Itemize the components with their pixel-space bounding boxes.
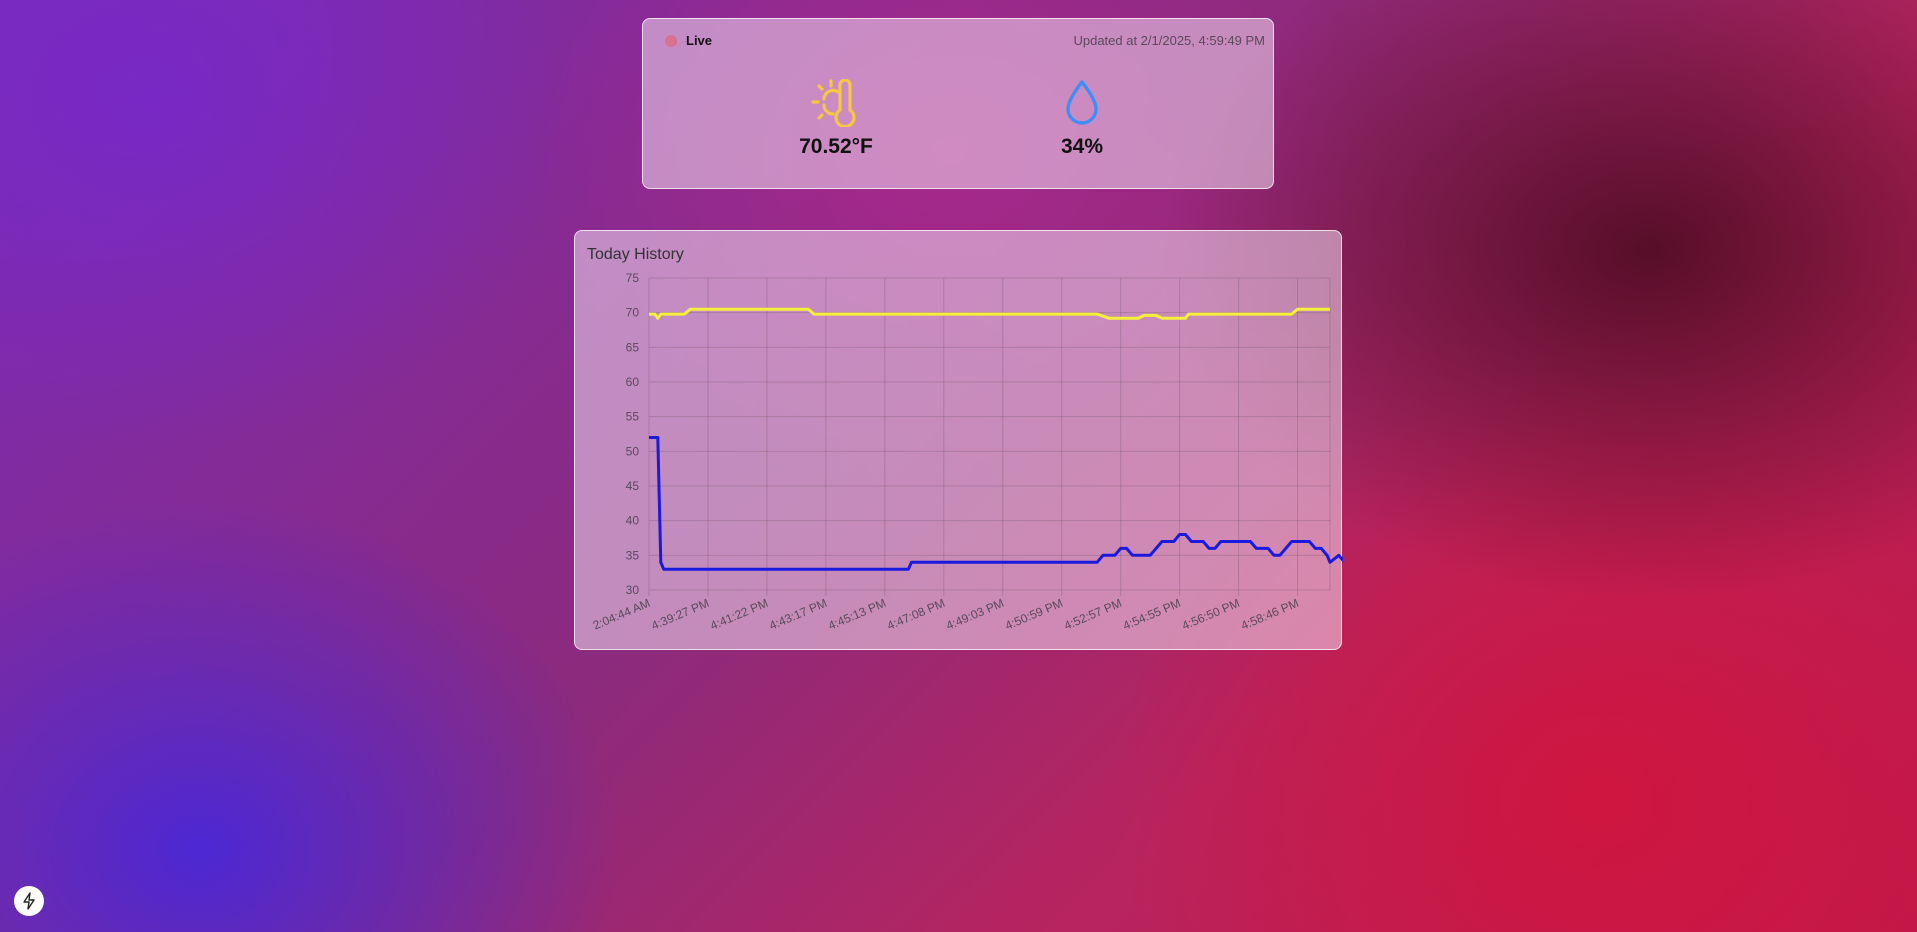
water-drop-icon bbox=[1066, 80, 1098, 125]
y-tick-label: 30 bbox=[626, 583, 640, 597]
x-tick-label: 4:54:55 PM bbox=[1121, 596, 1183, 633]
x-tick-label: 4:41:22 PM bbox=[708, 596, 770, 633]
history-line-chart: 30 35 40 45 50 55 60 65 70 75 2:04:44 AM4:39:27 PM… bbox=[591, 271, 1343, 633]
x-tick-label: 4:56:50 PM bbox=[1180, 596, 1242, 633]
y-tick-label: 35 bbox=[626, 548, 640, 562]
y-tick-label: 45 bbox=[626, 479, 640, 493]
series-line-0 bbox=[649, 307, 1330, 320]
live-indicator: Live bbox=[665, 33, 712, 48]
y-tick-label: 70 bbox=[626, 306, 640, 320]
sun-thermometer-icon bbox=[811, 79, 856, 127]
x-tick-label: 4:47:08 PM bbox=[885, 596, 947, 633]
x-tick-label: 4:49:03 PM bbox=[944, 596, 1006, 633]
x-tick-label: 4:50:59 PM bbox=[1003, 596, 1065, 633]
temperature-value: 70.52°F bbox=[799, 135, 873, 158]
chart-title: Today History bbox=[587, 246, 684, 263]
x-tick-label: 4:52:57 PM bbox=[1062, 596, 1124, 633]
temperature-metric: 70.52°F bbox=[761, 79, 911, 159]
humidity-value: 34% bbox=[1060, 135, 1104, 158]
live-dot-icon bbox=[665, 34, 677, 47]
y-tick-label: 60 bbox=[626, 375, 640, 389]
x-tick-label: 4:58:46 PM bbox=[1239, 596, 1301, 633]
y-tick-label: 65 bbox=[626, 340, 640, 354]
series-line-1 bbox=[649, 436, 1343, 571]
x-tick-label: 2:04:44 AM bbox=[591, 596, 652, 633]
lightning-icon bbox=[23, 892, 35, 910]
y-tick-label: 40 bbox=[626, 514, 640, 528]
lightning-badge[interactable] bbox=[14, 886, 44, 916]
updated-timestamp: Updated at 2/1/2025, 4:59:49 PM bbox=[1073, 33, 1265, 48]
live-status-card: Live Updated at 2/1/2025, 4:59:49 PM 70.… bbox=[642, 18, 1274, 189]
x-tick-label: 4:45:13 PM bbox=[826, 596, 888, 633]
y-tick-label: 50 bbox=[626, 444, 640, 458]
y-tick-label: 75 bbox=[626, 271, 640, 285]
history-chart-card: Today History 30 35 40 45 50 55 60 65 70 75 2:04:4… bbox=[574, 230, 1343, 650]
humidity-metric: 34% bbox=[1007, 79, 1157, 159]
y-tick-label: 55 bbox=[626, 410, 640, 424]
live-label: Live bbox=[686, 33, 713, 48]
x-tick-label: 4:43:17 PM bbox=[767, 596, 829, 633]
x-tick-label: 4:39:27 PM bbox=[649, 596, 711, 633]
